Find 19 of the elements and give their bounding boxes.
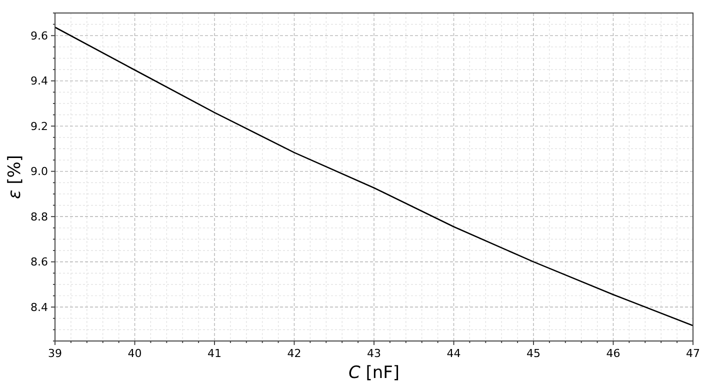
- x-tick-label: 47: [686, 347, 700, 360]
- x-tick-label: 41: [208, 347, 222, 360]
- x-tick-label: 45: [526, 347, 540, 360]
- y-tick-label: 8.6: [30, 256, 48, 269]
- x-tick-label: 46: [606, 347, 620, 360]
- x-axis-title: C [nF]: [348, 363, 400, 383]
- x-tick-label: 39: [48, 347, 62, 360]
- x-tick-label: 40: [128, 347, 142, 360]
- y-tick-label: 8.4: [30, 300, 48, 314]
- y-tick-label: 9.6: [30, 29, 48, 42]
- x-tick-label: 43: [367, 347, 381, 360]
- y-tick-label: 9.2: [30, 120, 48, 133]
- y-tick-label: 9.0: [30, 165, 48, 178]
- x-tick-label: 42: [287, 347, 302, 360]
- y-tick-label: 8.8: [30, 210, 48, 224]
- y-axis-title: ε [%]: [5, 154, 25, 200]
- x-tick-label: 44: [446, 347, 461, 360]
- line-series: [54, 26, 694, 326]
- y-tick-label: 9.4: [30, 74, 48, 88]
